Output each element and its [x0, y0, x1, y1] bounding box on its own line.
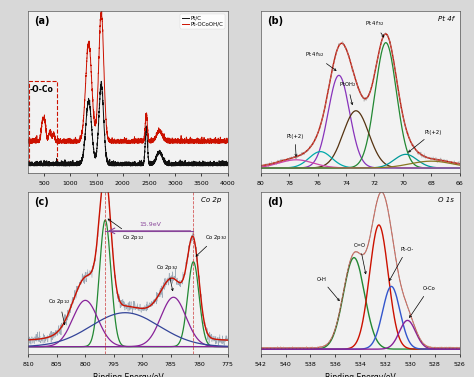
- Line: Pt-OCoOH/C: Pt-OCoOH/C: [28, 9, 228, 143]
- Text: Pt 4f: Pt 4f: [438, 16, 454, 22]
- Pt/C: [111, 163, 117, 167]
- Pt-OCoOH/C: [219, 139, 224, 143]
- Pt/C: [63, 164, 69, 168]
- Text: (d): (d): [267, 197, 283, 207]
- Line: Pt/C: Pt/C: [28, 81, 228, 166]
- Text: Pt(+2): Pt(+2): [286, 134, 304, 156]
- Text: Co 2p$_{3/2}$: Co 2p$_{3/2}$: [156, 264, 179, 291]
- Text: 15.9eV: 15.9eV: [140, 222, 162, 227]
- Legend: Pt/C, Pt-OCoOH/C: Pt/C, Pt-OCoOH/C: [180, 14, 225, 29]
- Pt/C: [209, 161, 214, 165]
- X-axis label: Binding Energy/eV: Binding Energy/eV: [325, 372, 396, 377]
- Pt/C: [26, 161, 31, 165]
- Pt-OCoOH/C: [111, 139, 117, 144]
- Text: O-H: O-H: [317, 277, 339, 301]
- Pt-OCoOH/C: [225, 140, 230, 145]
- Text: C=O: C=O: [354, 243, 366, 274]
- Text: O 1s: O 1s: [438, 197, 454, 203]
- Pt-OCoOH/C: [170, 138, 176, 142]
- Text: -O-Co: -O-Co: [30, 84, 54, 93]
- X-axis label: Binding Energy/eV: Binding Energy/eV: [325, 192, 396, 201]
- Text: Co 2p: Co 2p: [201, 197, 221, 203]
- Pt/C: [109, 161, 115, 165]
- Pt/C: [170, 162, 176, 167]
- X-axis label: Raman Shift (cm⁻¹): Raman Shift (cm⁻¹): [91, 192, 165, 201]
- Text: Pt 4f$_{5/2}$: Pt 4f$_{5/2}$: [305, 51, 336, 70]
- Pt/C: [120, 163, 126, 167]
- Pt/C: [219, 164, 224, 168]
- Text: Pt 4f$_{7/2}$: Pt 4f$_{7/2}$: [365, 20, 384, 37]
- Pt-OCoOH/C: [109, 139, 115, 144]
- Text: Co 2p$_{1/2}$: Co 2p$_{1/2}$: [48, 298, 71, 325]
- Pt-OCoOH/C: [99, 7, 104, 12]
- Text: Pt-O-: Pt-O-: [389, 247, 413, 281]
- Pt/C: [225, 162, 230, 167]
- Text: (b): (b): [267, 16, 283, 26]
- Text: O-Co: O-Co: [410, 286, 435, 317]
- Pt-OCoOH/C: [27, 141, 33, 146]
- Bar: [29, 81, 57, 164]
- Pt-OCoOH/C: [209, 140, 214, 145]
- Pt-OCoOH/C: [26, 140, 31, 145]
- Pt-OCoOH/C: [120, 140, 126, 145]
- Text: PtOH$_2$: PtOH$_2$: [339, 80, 356, 104]
- Text: Pt(+2): Pt(+2): [409, 130, 442, 152]
- Text: Co 2p$_{1/2}$: Co 2p$_{1/2}$: [108, 219, 145, 242]
- Text: (c): (c): [35, 197, 49, 207]
- Text: (a): (a): [35, 16, 50, 26]
- Text: Co 2p$_{3/2}$: Co 2p$_{3/2}$: [196, 233, 228, 256]
- X-axis label: Binding Energy/eV: Binding Energy/eV: [92, 372, 164, 377]
- Pt/C: [99, 79, 104, 84]
